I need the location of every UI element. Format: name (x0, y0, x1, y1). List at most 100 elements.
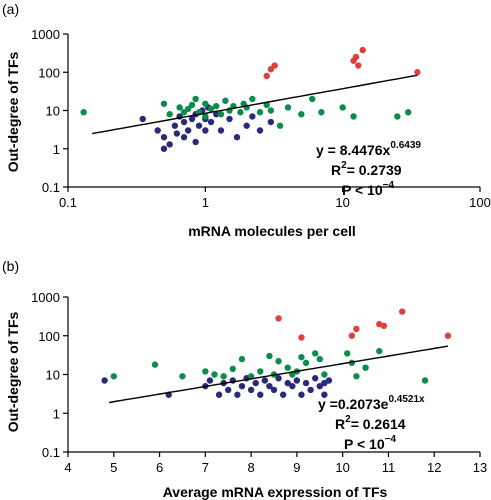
data-point-navy (284, 379, 291, 387)
x-tick-label: 8 (247, 460, 254, 475)
data-point-green (275, 358, 282, 365)
data-point-navy (238, 382, 246, 390)
data-point-red (275, 315, 282, 322)
data-point-green (229, 365, 236, 373)
y-tick-label: 10 (46, 104, 60, 119)
data-point-green (256, 109, 264, 116)
data-point-red (263, 72, 270, 80)
data-point-navy (293, 377, 301, 384)
data-point-navy (171, 122, 179, 129)
data-point-green (257, 368, 264, 375)
data-point-red (380, 322, 388, 330)
data-point-green (321, 371, 328, 378)
data-point-green (166, 111, 173, 118)
data-point-green (213, 102, 220, 110)
data-point-green (350, 113, 357, 120)
data-point-navy (270, 386, 278, 394)
data-point-navy (101, 377, 108, 384)
data-point-navy (302, 379, 310, 387)
data-point-navy (234, 391, 241, 398)
x-tick-label: 1 (202, 195, 209, 210)
data-point-green (188, 101, 196, 109)
x-tick-label: 13 (473, 460, 487, 475)
data-point-green (220, 373, 227, 380)
data-point-green (263, 101, 270, 109)
data-point-green (249, 95, 256, 103)
x-tick-label: 100 (469, 195, 491, 210)
panel-b-equation: y =0.2073e0.4521x (318, 394, 425, 412)
data-point-green (222, 97, 229, 104)
data-point-green (160, 100, 168, 107)
data-point-navy (188, 115, 196, 123)
data-point-navy (275, 375, 282, 382)
x-tick-label: 9 (293, 460, 300, 475)
data-point-navy (184, 127, 192, 134)
data-point-navy (247, 386, 255, 394)
x-tick-label: 5 (110, 460, 117, 475)
data-point-green (298, 111, 305, 118)
panel-a-p-value: P < 10−4 (342, 180, 394, 198)
data-point-green (316, 355, 323, 363)
data-point-navy (160, 134, 168, 141)
panel-a-label: (a) (2, 1, 19, 17)
data-point-navy (173, 130, 181, 137)
data-point-green (202, 113, 209, 120)
panel-b-x-axis-label: Average mRNA expression of TFs (163, 484, 388, 500)
data-point-green (394, 113, 401, 120)
data-point-navy (321, 391, 328, 398)
panel-a: (a) Out-degree of TFs mRNA molecules per… (2, 1, 491, 239)
panel-b-r-squared: R2= 0.2614 (335, 414, 406, 432)
data-point-red (348, 332, 356, 339)
data-point-green (217, 111, 225, 118)
data-point-navy (312, 375, 319, 382)
data-point-navy (206, 377, 214, 384)
data-point-green (308, 95, 316, 103)
data-point-navy (154, 127, 161, 134)
y-tick-label: 100 (38, 329, 60, 344)
data-point-navy (233, 134, 241, 141)
data-point-navy (225, 386, 232, 394)
data-point-green (202, 100, 209, 107)
x-tick-label: 10 (335, 460, 349, 475)
panel-a-x-axis-label: mRNA molecules per cell (188, 223, 356, 239)
data-point-navy (289, 382, 296, 390)
data-point-navy (243, 122, 250, 129)
data-point-green (421, 377, 429, 384)
panel-b-label: (b) (2, 258, 19, 274)
data-point-navy (180, 134, 188, 141)
data-point-navy (307, 386, 314, 394)
data-point-green (80, 109, 87, 116)
data-point-navy (298, 391, 305, 398)
data-point-red (398, 308, 406, 315)
data-point-red (352, 53, 360, 61)
data-point-green (284, 364, 291, 371)
y-tick-label: 10 (46, 368, 60, 383)
data-point-navy (249, 113, 256, 120)
data-point-green (362, 364, 369, 371)
data-point-red (298, 334, 305, 341)
data-point-green (207, 105, 215, 113)
data-point-navy (261, 377, 269, 384)
data-point-green (318, 109, 325, 116)
panel-a-equation: y = 8.4476x0.6439 (316, 140, 421, 158)
data-point-green (184, 105, 192, 113)
data-point-green (339, 104, 346, 111)
data-point-green (284, 104, 292, 111)
x-tick-label: 6 (156, 460, 163, 475)
data-point-navy (257, 391, 264, 398)
x-tick-label: 12 (427, 460, 441, 475)
data-point-navy (166, 141, 173, 148)
data-point-green (298, 353, 305, 361)
data-point-green (344, 350, 351, 357)
data-point-navy (202, 127, 209, 134)
x-tick-label: 4 (64, 460, 71, 475)
data-point-red (414, 69, 421, 76)
data-point-red (444, 332, 452, 339)
panel-b-y-axis-label: Out-degree of TFs (5, 312, 21, 433)
data-point-navy (215, 391, 223, 398)
data-point-green (110, 373, 117, 380)
data-point-navy (267, 118, 275, 126)
panel-b: (b) Out-degree of TFs Average mRNA expre… (2, 258, 487, 500)
y-tick-label: 100 (38, 65, 60, 80)
